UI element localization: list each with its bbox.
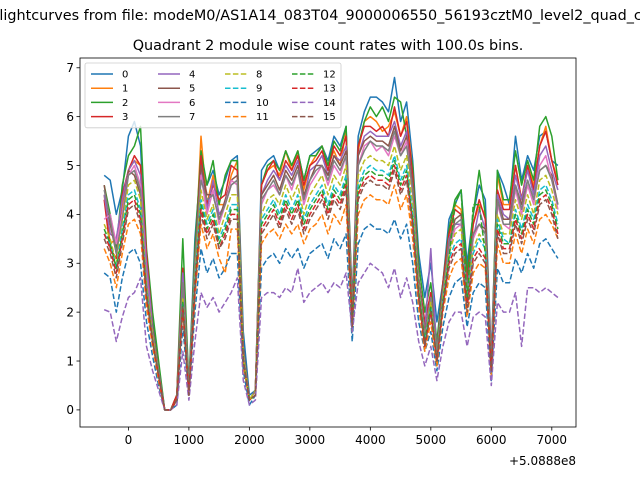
y-tick-label: 3 [66,257,74,271]
legend-label-7: 7 [189,112,195,123]
axes: 0 1000 2000 3000 4000 5000 6000 700001234567+5.… [66,57,577,468]
axes-frame [79,57,577,428]
y-tick-label: 1 [66,354,74,368]
x-tick-label: 6000 [476,433,507,447]
x-tick-label: 4000 [355,433,386,447]
x-tick-label: 5000 [416,433,447,447]
legend-label-15: 15 [323,112,336,123]
legend-label-5: 5 [189,84,195,95]
x-axis-offset-label: +5.0888e8 [509,454,576,468]
legend-label-12: 12 [323,70,336,81]
legend-label-2: 2 [122,98,128,109]
y-tick-label: 6 [66,110,74,124]
y-tick-label: 2 [66,305,74,319]
y-tick-label: 0 [66,403,74,417]
series-line-14 [103,262,559,411]
legend-label-4: 4 [189,70,195,81]
legend-label-1: 1 [122,84,128,95]
legend-box [84,62,342,129]
legend-label-10: 10 [256,98,269,109]
legend-label-14: 14 [323,98,336,109]
x-tick-label: 1000 [174,433,205,447]
x-tick-label: 2000 [234,433,265,447]
plot-area [103,76,559,411]
y-tick-label: 4 [66,208,74,222]
legend-label-9: 9 [256,84,262,95]
legend-label-3: 3 [122,112,128,123]
x-tick-label: 3000 [295,433,326,447]
series-line-15 [103,169,559,411]
series-lines [103,76,559,411]
chart-title: Quadrant 2 module wise count rates with … [133,38,524,54]
y-tick-label: 5 [66,159,74,173]
x-tick-label: 7000 [537,433,568,447]
figure-suptitle: Plotting lightcurves from file: modeM0/A… [0,8,640,24]
y-tick-label: 7 [66,61,74,75]
legend-label-0: 0 [122,70,128,81]
legend-label-11: 11 [256,112,269,123]
legend-label-13: 13 [323,84,336,95]
x-tick-label: 0 [125,433,133,447]
legend-label-8: 8 [256,70,262,81]
legend-label-6: 6 [189,98,195,109]
